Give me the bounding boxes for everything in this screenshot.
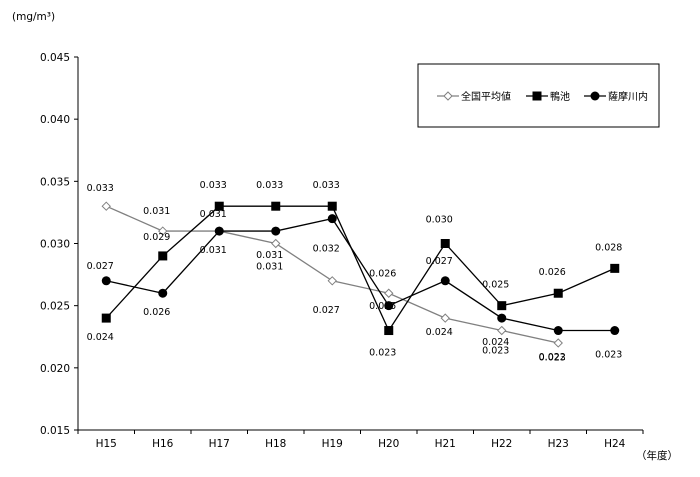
x-tick-label: H15 — [96, 438, 117, 450]
data-label: 0.031 — [200, 209, 227, 220]
data-point — [158, 251, 168, 261]
x-unit-label: （年度） — [636, 449, 678, 462]
series-0 — [101, 201, 563, 348]
x-tick-label: H23 — [548, 438, 569, 450]
x-tick-label: H19 — [322, 438, 343, 450]
series-layer — [101, 201, 620, 348]
data-point — [214, 226, 224, 236]
y-tick-label: 0.035 — [40, 176, 70, 188]
x-tick-label: H22 — [491, 438, 512, 450]
y-tick-label: 0.045 — [40, 52, 70, 64]
data-point — [384, 288, 394, 298]
legend-marker — [532, 91, 542, 101]
data-label: 0.025 — [369, 301, 396, 312]
data-point — [384, 301, 394, 311]
data-point — [101, 313, 111, 323]
data-label: 0.031 — [143, 206, 170, 217]
data-label: 0.033 — [256, 180, 283, 191]
data-label: 0.030 — [426, 215, 453, 226]
x-tick-label: H16 — [152, 438, 174, 450]
data-label: 0.026 — [539, 267, 566, 278]
data-point — [610, 263, 620, 273]
data-point — [271, 201, 281, 211]
data-point — [214, 201, 224, 211]
data-label: 0.023 — [482, 346, 509, 357]
data-point — [440, 276, 450, 286]
data-point — [497, 301, 507, 311]
x-tick-label: H17 — [209, 438, 230, 450]
data-point — [158, 226, 168, 236]
data-point — [440, 313, 450, 323]
x-tick-label: H24 — [604, 438, 626, 450]
data-point — [327, 214, 337, 224]
data-point — [101, 276, 111, 286]
data-label: 0.023 — [539, 353, 566, 364]
data-point — [271, 226, 281, 236]
legend-marker — [443, 91, 453, 101]
legend-label: 鴨池 — [550, 90, 570, 103]
data-label: 0.028 — [595, 242, 622, 253]
data-point — [440, 239, 450, 248]
series-line — [105, 205, 616, 332]
y-tick-label: 0.015 — [40, 425, 70, 437]
data-label: 0.024 — [87, 332, 114, 343]
data-label: 0.031 — [256, 250, 283, 261]
data-label: 0.023 — [369, 348, 396, 359]
data-point — [553, 338, 563, 348]
y-tick-label: 0.020 — [40, 363, 70, 375]
data-point — [384, 326, 394, 336]
y-tick-label: 0.030 — [40, 239, 70, 251]
series-line — [106, 217, 615, 332]
data-label: 0.027 — [426, 256, 453, 267]
data-label: 0.022 — [539, 352, 566, 363]
data-label: 0.033 — [87, 183, 114, 194]
data-label: 0.031 — [200, 245, 227, 256]
series-1 — [101, 201, 620, 336]
data-label: 0.026 — [369, 269, 396, 280]
legend-label: 全国平均値 — [461, 90, 511, 103]
y-unit-label: (mg/m³) — [12, 11, 55, 23]
series-line — [105, 205, 559, 344]
data-label: 0.032 — [313, 244, 340, 255]
x-tick-label: H21 — [435, 438, 456, 450]
data-label: 0.024 — [482, 337, 509, 348]
data-point — [271, 238, 281, 249]
legend-marker — [590, 91, 600, 101]
data-label: 0.029 — [143, 232, 170, 243]
data-point — [327, 201, 337, 211]
data-label: 0.027 — [313, 305, 340, 316]
data-label: 0.033 — [313, 180, 340, 191]
x-tick-label: H20 — [378, 438, 399, 450]
series-2 — [101, 214, 620, 336]
data-point — [610, 326, 620, 336]
data-point — [553, 326, 563, 336]
legend: 全国平均値 鴨池 薩摩川内 — [417, 63, 660, 128]
data-point — [497, 313, 507, 323]
data-point — [497, 325, 507, 336]
y-tick-label: 0.025 — [40, 301, 70, 313]
data-label: 0.024 — [426, 327, 453, 338]
legend-label: 薩摩川内 — [608, 90, 648, 103]
data-label: 0.026 — [143, 307, 170, 318]
data-label: 0.031 — [256, 262, 283, 273]
data-label: 0.027 — [87, 261, 114, 272]
data-point — [101, 201, 111, 211]
data-label: 0.025 — [482, 280, 509, 291]
data-label: 0.033 — [200, 180, 227, 191]
data-point — [327, 276, 337, 286]
x-tick-label: H18 — [265, 438, 286, 450]
axes: 0.015 0.020 0.025 0.030 0.035 0.040 0.045 H15 H1… — [40, 52, 644, 450]
y-tick-label: 0.040 — [40, 114, 70, 126]
data-point — [553, 288, 563, 298]
data-label: 0.023 — [595, 350, 622, 361]
data-point — [158, 288, 168, 298]
